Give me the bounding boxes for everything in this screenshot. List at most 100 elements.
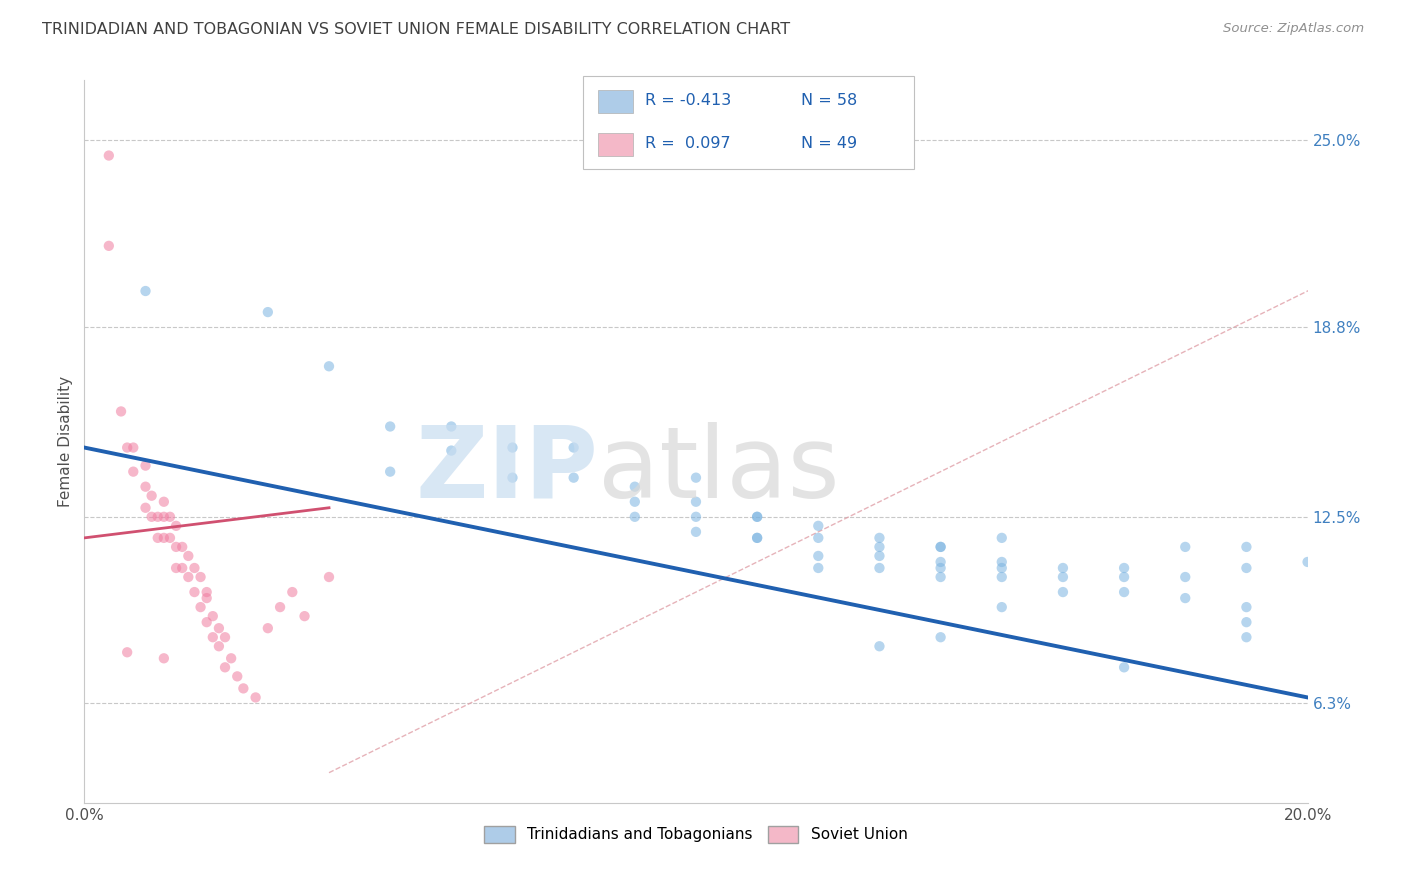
Point bbox=[195, 591, 218, 606]
Point bbox=[929, 540, 952, 554]
Point bbox=[146, 531, 169, 545]
Point bbox=[562, 441, 585, 455]
Point bbox=[135, 458, 157, 473]
Y-axis label: Female Disability: Female Disability bbox=[58, 376, 73, 508]
Point bbox=[991, 561, 1014, 575]
Point bbox=[869, 549, 891, 563]
Point bbox=[685, 471, 707, 485]
Point bbox=[807, 531, 830, 545]
Point bbox=[502, 441, 524, 455]
Point bbox=[1236, 630, 1258, 644]
Point bbox=[747, 531, 769, 545]
Point bbox=[269, 600, 291, 615]
Point bbox=[562, 471, 585, 485]
Point bbox=[318, 359, 340, 374]
Text: TRINIDADIAN AND TOBAGONIAN VS SOVIET UNION FEMALE DISABILITY CORRELATION CHART: TRINIDADIAN AND TOBAGONIAN VS SOVIET UNI… bbox=[42, 22, 790, 37]
Point bbox=[141, 509, 163, 524]
Point bbox=[135, 284, 157, 298]
Point bbox=[257, 305, 280, 319]
Point bbox=[991, 531, 1014, 545]
Point bbox=[624, 509, 647, 524]
Point bbox=[183, 585, 205, 599]
Point bbox=[135, 480, 157, 494]
Point bbox=[869, 561, 891, 575]
Point bbox=[1114, 561, 1136, 575]
Point bbox=[1114, 585, 1136, 599]
Text: ZIP: ZIP bbox=[415, 422, 598, 519]
Point bbox=[440, 443, 463, 458]
Point bbox=[214, 660, 236, 674]
Point bbox=[190, 600, 212, 615]
Point bbox=[159, 531, 181, 545]
Point bbox=[1236, 561, 1258, 575]
Point bbox=[624, 494, 647, 508]
Point bbox=[624, 480, 647, 494]
Point bbox=[97, 239, 120, 253]
Point bbox=[208, 639, 231, 653]
Point bbox=[153, 509, 176, 524]
Point bbox=[685, 494, 707, 508]
Point bbox=[991, 570, 1014, 584]
Point bbox=[1296, 555, 1319, 569]
Point bbox=[219, 651, 242, 665]
Point bbox=[257, 621, 280, 635]
Point bbox=[135, 500, 157, 515]
Point bbox=[214, 630, 236, 644]
Point bbox=[685, 509, 707, 524]
Point bbox=[380, 465, 402, 479]
Point bbox=[165, 561, 187, 575]
Point bbox=[869, 639, 891, 653]
Point bbox=[153, 494, 176, 508]
Point bbox=[165, 540, 187, 554]
Point bbox=[294, 609, 316, 624]
Text: atlas: atlas bbox=[598, 422, 839, 519]
Text: Source: ZipAtlas.com: Source: ZipAtlas.com bbox=[1223, 22, 1364, 36]
Point bbox=[208, 621, 231, 635]
Point bbox=[226, 669, 249, 683]
Point bbox=[1174, 540, 1197, 554]
Point bbox=[929, 570, 952, 584]
Point bbox=[122, 465, 145, 479]
Point bbox=[380, 419, 402, 434]
Point bbox=[929, 561, 952, 575]
Point bbox=[747, 509, 769, 524]
Point bbox=[991, 555, 1014, 569]
Point bbox=[201, 609, 224, 624]
Point bbox=[869, 531, 891, 545]
Point bbox=[115, 645, 138, 659]
Point bbox=[177, 570, 200, 584]
Point bbox=[929, 540, 952, 554]
Point bbox=[153, 531, 176, 545]
Point bbox=[1114, 660, 1136, 674]
Point bbox=[115, 441, 138, 455]
Point bbox=[172, 540, 194, 554]
Point bbox=[929, 630, 952, 644]
Point bbox=[141, 489, 163, 503]
Point bbox=[807, 561, 830, 575]
Point bbox=[146, 509, 169, 524]
Point bbox=[183, 561, 205, 575]
Point bbox=[1236, 615, 1258, 630]
Point bbox=[318, 570, 340, 584]
Point bbox=[1236, 600, 1258, 615]
Point bbox=[190, 570, 212, 584]
Point bbox=[195, 615, 218, 630]
Point bbox=[281, 585, 304, 599]
Point bbox=[195, 585, 218, 599]
Point bbox=[440, 419, 463, 434]
Point bbox=[1236, 540, 1258, 554]
Point bbox=[165, 519, 187, 533]
Point bbox=[807, 519, 830, 533]
Text: N = 49: N = 49 bbox=[801, 136, 858, 151]
Point bbox=[153, 651, 176, 665]
Point bbox=[172, 561, 194, 575]
Point bbox=[201, 630, 224, 644]
Point bbox=[991, 600, 1014, 615]
Point bbox=[869, 540, 891, 554]
Point bbox=[685, 524, 707, 539]
Point bbox=[159, 509, 181, 524]
Point bbox=[502, 471, 524, 485]
Point bbox=[97, 148, 120, 162]
Text: N = 58: N = 58 bbox=[801, 94, 858, 108]
Point bbox=[177, 549, 200, 563]
